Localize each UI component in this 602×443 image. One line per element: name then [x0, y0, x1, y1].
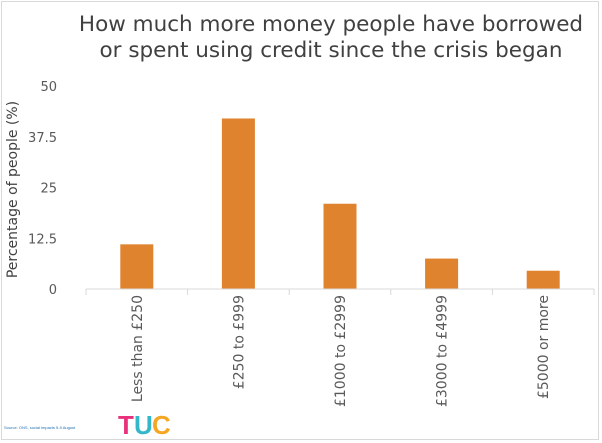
- logo-letter-u: U: [134, 412, 153, 438]
- tuc-logo: T U C: [118, 412, 171, 438]
- bar: [323, 203, 357, 289]
- y-tick-label: 12.5: [28, 232, 57, 247]
- y-tick-label: 37.5: [28, 131, 57, 146]
- y-axis-label: Percentage of people (%): [5, 101, 21, 278]
- x-tick-label: £5000 or more: [536, 295, 552, 399]
- x-tick-label: £1000 to £2999: [333, 295, 349, 407]
- x-tick-label: £250 to £999: [231, 295, 247, 389]
- y-tick-label: 0: [49, 283, 57, 298]
- bar: [120, 244, 154, 289]
- logo-letter-c: C: [152, 412, 171, 438]
- source-note: Source: ONS, social impacts 5-9 August: [4, 425, 76, 430]
- y-tick-label: 25: [40, 182, 57, 197]
- chart-title: How much more money people have borrowed…: [64, 12, 598, 64]
- bar: [221, 118, 255, 289]
- chart-title-line-1: How much more money people have borrowed: [78, 12, 584, 37]
- logo-letter-t: T: [118, 412, 134, 438]
- bar: [526, 270, 560, 289]
- y-tick-label: 50: [40, 80, 57, 95]
- x-tick-label: Less than £250: [130, 295, 146, 402]
- x-tick-label: £3000 to £4999: [435, 295, 451, 407]
- bar: [425, 258, 459, 289]
- chart-title-line-2: or spent using credit since the crisis b…: [99, 38, 563, 63]
